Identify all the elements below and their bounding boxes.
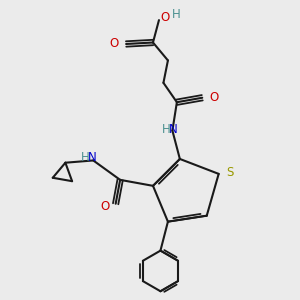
Text: N: N <box>169 123 178 136</box>
Text: S: S <box>226 166 233 179</box>
Text: O: O <box>100 200 110 213</box>
Text: O: O <box>210 91 219 104</box>
Text: H: H <box>162 123 171 136</box>
Text: H: H <box>172 8 180 21</box>
Text: N: N <box>88 151 96 164</box>
Text: O: O <box>160 11 170 24</box>
Text: H: H <box>81 151 90 164</box>
Text: O: O <box>110 38 118 50</box>
